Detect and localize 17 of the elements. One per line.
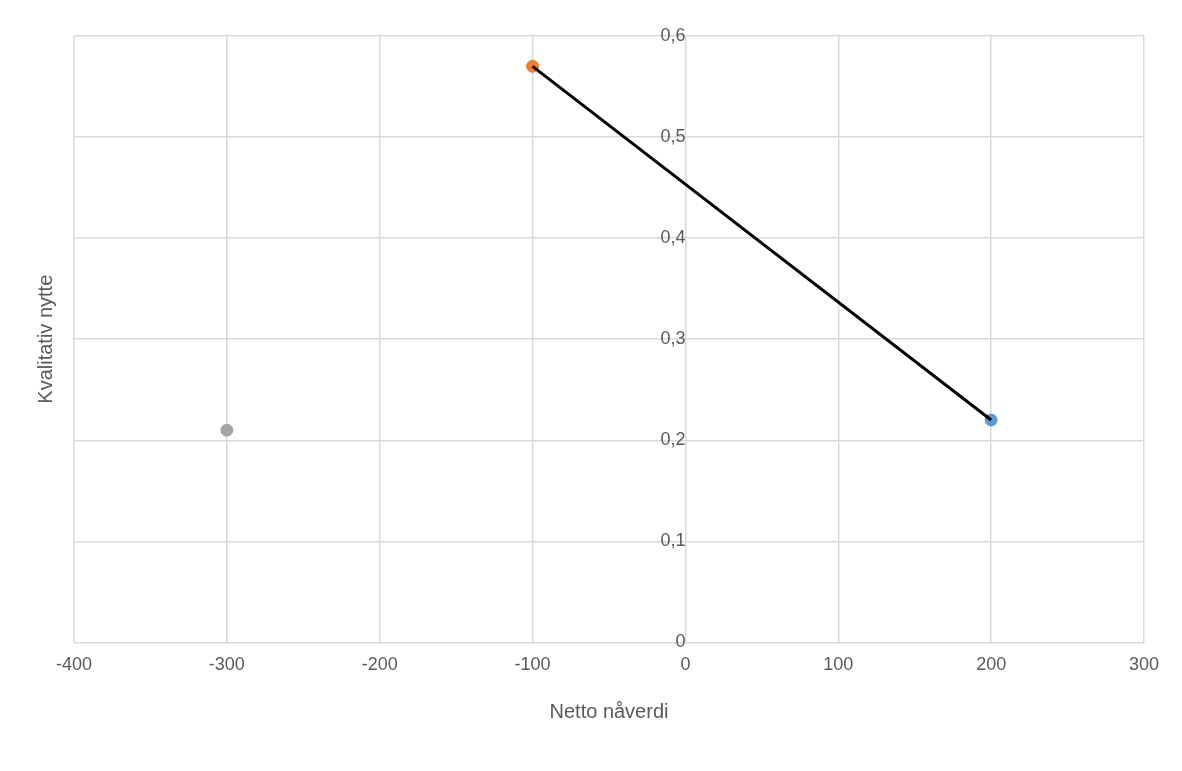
y-tick-label: 0,5 <box>660 126 686 147</box>
x-tick-label: -300 <box>208 654 245 675</box>
x-axis-title: Netto nåverdi <box>549 699 669 722</box>
y-tick-label: 0,3 <box>660 328 686 349</box>
y-axis-title: Kvalitativ nytte <box>33 274 56 404</box>
x-tick-label: -200 <box>361 654 398 675</box>
y-tick-label: 0,2 <box>660 429 686 450</box>
y-tick-label: 0,4 <box>660 227 686 248</box>
x-tick-label: -100 <box>514 654 551 675</box>
x-tick-label: 100 <box>823 654 854 675</box>
x-tick-label: -400 <box>55 654 93 675</box>
point <box>220 423 234 437</box>
y-tick-label: 0,1 <box>660 530 686 551</box>
x-tick-label: 300 <box>1128 654 1160 675</box>
x-tick-label: 200 <box>976 654 1007 675</box>
y-tick-label: 0 <box>675 631 686 652</box>
y-tick-label: 0,6 <box>660 24 686 45</box>
